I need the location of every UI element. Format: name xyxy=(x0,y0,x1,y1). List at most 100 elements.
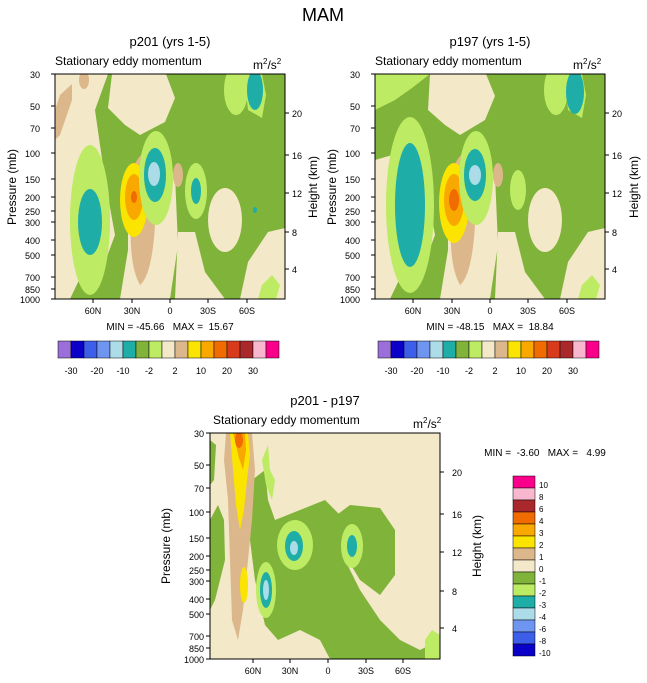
height-tick-label: 8 xyxy=(292,228,297,238)
colorbar-box xyxy=(512,631,536,645)
x-tick-label: 30N xyxy=(124,306,141,316)
min-max-stats: MIN = -3.60 MAX = 4.99 xyxy=(484,448,606,459)
height-axis: 20 16 12 8 4 xyxy=(605,109,622,275)
colorbar-label: 10 xyxy=(196,366,206,376)
colorbar-box xyxy=(187,340,202,359)
x-tick-label: 30N xyxy=(444,306,461,316)
colorbar-box xyxy=(512,583,536,597)
colorbar-label: -2 xyxy=(465,366,473,376)
colorbar-label: 2 xyxy=(172,366,177,376)
contour-fill-teal-top xyxy=(247,74,263,110)
colorbar-label: 30 xyxy=(568,366,578,376)
colorbar-box xyxy=(135,340,150,359)
units-label: m2/s2 xyxy=(573,57,602,72)
colorbar-label: 20 xyxy=(542,366,552,376)
colorbar-label: -3 xyxy=(539,601,547,610)
contour-fill-bottom-right xyxy=(578,275,600,299)
x-tick-label: 60S xyxy=(559,306,575,316)
contour-fill-darkorange-plume xyxy=(235,433,243,448)
colorbar-label: 3 xyxy=(539,529,544,538)
colorbar-box xyxy=(481,340,496,359)
y-axis-label-height: Height (km) xyxy=(306,156,320,218)
contour-fill-tan-left xyxy=(55,84,72,140)
contour-fill-tan-plume xyxy=(224,433,255,640)
colorbar-box xyxy=(122,340,137,359)
contour-fill-tan-eq xyxy=(173,163,183,187)
colorbar-label: -30 xyxy=(384,366,397,376)
height-tick-label: 12 xyxy=(612,189,622,199)
contour-fill-green-main xyxy=(250,470,440,659)
colorbar-box xyxy=(512,595,536,609)
contour-fill-lightblue-a xyxy=(290,541,298,555)
units-label: m2/s2 xyxy=(413,416,442,431)
colorbar-box xyxy=(512,511,536,525)
contour-fill-teal-left xyxy=(78,189,102,255)
contour-fill-yellow-plume xyxy=(230,433,250,530)
colorbar-box xyxy=(96,340,111,359)
contour-fill-teal-left xyxy=(395,143,425,267)
colorbar-top-left: -30 -20 -10 -2 2 10 20 30 xyxy=(57,340,280,376)
y-tick-label: 1000 xyxy=(184,655,204,665)
y-tick-label: 300 xyxy=(189,577,204,587)
colorbar-box xyxy=(512,571,536,585)
y-tick-label: 30 xyxy=(194,429,204,439)
y-tick-label: 200 xyxy=(189,552,204,562)
y-tick-label: 1000 xyxy=(20,295,40,305)
colorbar-box xyxy=(512,547,536,561)
panel-subtitle: Stationary eddy momentum xyxy=(375,54,522,68)
contour-fill-tan-eq xyxy=(493,163,503,187)
y-tick-label: 150 xyxy=(345,175,360,185)
colorbar-box xyxy=(265,340,280,359)
contour-fill-eq-low2 xyxy=(495,232,545,299)
panel-p201: p201 (yrs 1-5) Stationary eddy momentum … xyxy=(5,34,320,376)
panel-difference: p201 - p197 Stationary eddy momentum m2/… xyxy=(159,393,606,676)
contour-fill-tan-top xyxy=(79,74,89,89)
contour-fill-green-farleft xyxy=(210,505,225,610)
contour-fill-darkorange xyxy=(449,189,459,211)
contour-fill-teal-b xyxy=(347,535,357,557)
colorbar-label: -10 xyxy=(116,366,129,376)
height-tick-label: 8 xyxy=(612,228,617,238)
y-tick-label: 150 xyxy=(25,175,40,185)
colorbar-box xyxy=(507,340,522,359)
panel-title: p201 - p197 xyxy=(290,393,359,408)
contour-fill-darkorange xyxy=(131,191,137,203)
y-tick-label: 850 xyxy=(25,285,40,295)
x-tick-label: 30S xyxy=(358,666,374,676)
height-axis: 20 16 12 8 4 xyxy=(285,109,302,275)
page-title: MAM xyxy=(302,5,344,25)
y-axis-label-pressure: Pressure (mb) xyxy=(5,149,19,225)
colorbar-box xyxy=(442,340,457,359)
contour-fill-yellow-small xyxy=(240,567,248,603)
colorbar-label: -10 xyxy=(539,649,551,658)
colorbar-box xyxy=(161,340,176,359)
contour-fill-lightblue-c xyxy=(263,580,269,600)
contour-fill-lightblue-center xyxy=(148,162,160,186)
contour-fill-lightblue-center xyxy=(469,165,481,185)
height-tick-label: 16 xyxy=(612,151,622,161)
units-label: m2/s2 xyxy=(253,57,282,72)
y-tick-label: 100 xyxy=(189,508,204,518)
x-tick-label: 60S xyxy=(239,306,255,316)
plot-frame xyxy=(209,432,441,660)
contour-fill-lightgreen-topleft xyxy=(375,74,430,110)
colorbar-box xyxy=(213,340,228,359)
contour-fill-south-mid xyxy=(528,188,562,252)
contour-field xyxy=(375,74,605,299)
y-tick-label: 250 xyxy=(25,207,40,217)
colorbar-label: -1 xyxy=(539,577,547,586)
colorbar-label: 2 xyxy=(539,541,544,550)
contour-fill-upper xyxy=(108,74,175,135)
height-tick-label: 12 xyxy=(292,189,302,199)
colorbar-box xyxy=(390,340,405,359)
min-max-stats: MIN = -48.15 MAX = 18.84 xyxy=(426,322,554,333)
colorbar-box xyxy=(559,340,574,359)
pressure-axis: 30 50 70 100 150 200 250 300 400 500 700… xyxy=(340,70,375,305)
x-tick-label: 60N xyxy=(405,306,422,316)
colorbar-label: -4 xyxy=(539,613,547,622)
colorbar-box xyxy=(70,340,85,359)
panel-p197: p197 (yrs 1-5) Stationary eddy momentum … xyxy=(325,34,641,376)
colorbar-box xyxy=(226,340,241,359)
colorbar-box xyxy=(200,340,215,359)
height-tick-label: 4 xyxy=(612,265,617,275)
